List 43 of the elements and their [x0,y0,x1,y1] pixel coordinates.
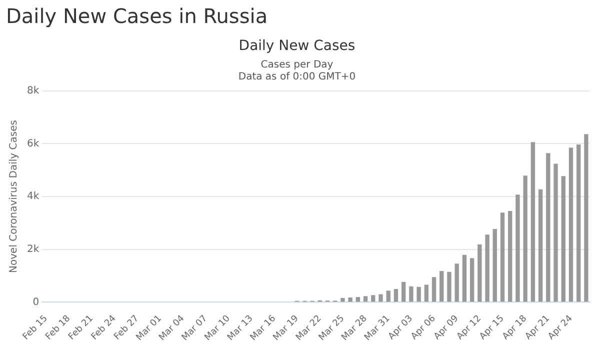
bar [530,142,536,302]
text: Data as of 0:00 GMT+0 [238,71,356,82]
bar [440,271,444,302]
bar [584,134,588,302]
bar [554,164,558,302]
bar [478,244,482,302]
bar [409,286,414,302]
bar [447,272,452,302]
bar [516,194,520,302]
bar [340,298,345,302]
bar [500,212,505,302]
bar [561,176,566,302]
bar [432,277,436,302]
y-tick-label: 2k [26,244,40,255]
bar [492,229,497,302]
chart-title: Daily New Cases in Russia [5,3,269,30]
bar [394,289,398,302]
bar [401,282,406,302]
bar [386,290,390,302]
bar [348,297,352,302]
bar [462,254,467,302]
bar [546,153,550,302]
chart-subtitle: Daily New Cases [238,38,356,54]
bar [576,144,581,302]
text: Cases per Day [260,59,334,70]
bar [485,234,490,302]
bar [508,211,512,302]
y-tick-label: 8k [26,85,40,96]
bar [363,296,368,302]
bar [568,148,574,302]
y-tick-label: 6k [26,138,40,150]
bar [371,295,376,302]
bar [356,296,360,302]
bar [538,189,543,302]
bar [470,258,474,302]
bar [523,176,528,302]
bar [378,294,383,302]
y-axis-title: Novel Coronavirus Daily Cases [8,120,20,273]
y-tick-label: 0 [32,296,40,308]
bar [454,264,459,302]
y-tick-label: 4k [26,191,40,202]
bar [416,286,421,302]
bar [424,284,428,302]
